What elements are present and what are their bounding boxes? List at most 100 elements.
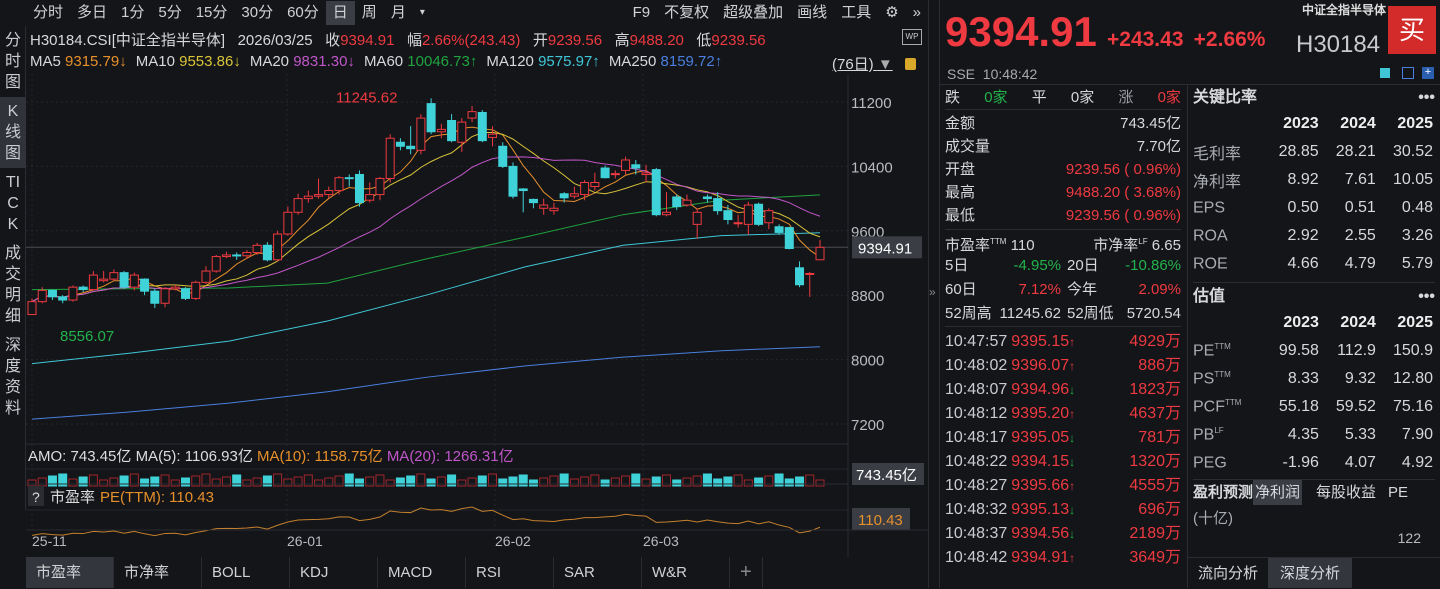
- last-price: 9394.91: [945, 8, 1097, 55]
- help-button[interactable]: [28, 486, 44, 506]
- forecast-tab-pe[interactable]: PE: [1388, 484, 1409, 501]
- candle-up: [682, 199, 692, 206]
- add-icon[interactable]: +: [1422, 67, 1434, 79]
- candle-up: [580, 182, 590, 196]
- ratio-value: 2.92: [1287, 227, 1319, 244]
- candle-up: [590, 182, 600, 188]
- ratio-sup: TTM: [1214, 369, 1231, 379]
- x-tick-label: 26-01: [287, 533, 323, 549]
- candle-up: [273, 233, 283, 261]
- indicator-tab[interactable]: RSI: [466, 557, 554, 588]
- indicator-tab[interactable]: BOLL: [202, 557, 290, 588]
- period-tab[interactable]: 月: [390, 4, 406, 21]
- tick-volume: 4555万: [1129, 477, 1181, 494]
- tick-list[interactable]: 10:47:57 9395.15↑ 4929万 10:48:02 9396.07↑ 886…: [945, 327, 1181, 570]
- volume-bar: [457, 479, 467, 487]
- forecast-header: 盈利预测 净利润 每股收益 PE: [1193, 479, 1435, 505]
- period-tab[interactable]: 日: [325, 1, 355, 25]
- tick-volume: 696万: [1138, 501, 1181, 518]
- indicator-tab[interactable]: 市盈率: [26, 557, 114, 588]
- ratio-label: PS: [1193, 370, 1215, 388]
- period-tab[interactable]: 多日: [77, 4, 108, 21]
- quote-time: 10:48:42: [982, 66, 1038, 82]
- more-icon[interactable]: •••: [1418, 89, 1435, 106]
- nav-intraday[interactable]: 分时图: [5, 32, 22, 91]
- tick-row: 10:47:57 9395.15↑ 4929万: [945, 330, 1181, 354]
- tool-button[interactable]: 超级叠加: [723, 4, 784, 21]
- candle-up: [160, 288, 170, 304]
- low-value: 9239.56: [711, 32, 766, 49]
- days-selector[interactable]: (76日) ▼: [832, 53, 893, 74]
- ratio-value: 8.92: [1287, 171, 1319, 188]
- tool-button[interactable]: 画线: [797, 4, 828, 21]
- tick-time: 10:48:27: [945, 477, 1008, 494]
- expand-icon[interactable]: »: [912, 4, 921, 21]
- tool-button[interactable]: 工具: [841, 4, 872, 21]
- nav-kline[interactable]: K线图: [0, 97, 26, 168]
- period-tab[interactable]: 周: [361, 4, 377, 21]
- volume-bar: [354, 478, 364, 487]
- ratio-value: 28.21: [1335, 143, 1376, 160]
- volume-bar: [723, 476, 733, 487]
- candle-up: [242, 252, 252, 257]
- period-tab[interactable]: 5分: [158, 4, 182, 21]
- ratio-label: ROA: [1193, 227, 1228, 245]
- perf-row: 60日 7.12% 今年 2.09%: [945, 278, 1181, 302]
- amp-label: 幅: [406, 32, 422, 49]
- indicator-tab[interactable]: 市净率: [114, 557, 202, 588]
- nav-trade-details[interactable]: 成交明细: [5, 245, 22, 325]
- indicator-tab[interactable]: KDJ: [290, 557, 378, 588]
- nav-depth-info[interactable]: 深度资料: [5, 337, 22, 417]
- volume-bar: [784, 478, 794, 487]
- volume-bar: [293, 476, 303, 487]
- forecast-tab-eps[interactable]: 每股收益: [1316, 484, 1377, 501]
- settings-icon[interactable]: ⚙: [885, 4, 899, 21]
- candle-down: [600, 167, 610, 179]
- volume-bar: [88, 474, 98, 487]
- help-icon[interactable]: ?: [32, 489, 40, 505]
- candle-down: [784, 227, 794, 250]
- indicator-tab[interactable]: MACD: [378, 557, 466, 588]
- edit-icon[interactable]: [1380, 68, 1390, 78]
- wp-icon[interactable]: WP: [902, 29, 922, 45]
- perf-row: 5日 -4.95% 20日 -10.86%: [945, 254, 1181, 278]
- expand-icon[interactable]: »: [929, 285, 936, 299]
- alert-icon[interactable]: [1402, 67, 1414, 79]
- tool-button[interactable]: 不复权: [664, 4, 710, 21]
- indicator-tab[interactable]: W&R: [642, 557, 730, 588]
- ratio-row: ROA 2.92 2.55 3.26: [1193, 222, 1433, 250]
- lock-icon[interactable]: [905, 58, 916, 70]
- period-dropdown-icon[interactable]: ▾: [419, 7, 425, 18]
- period-tab[interactable]: 分时: [33, 4, 64, 21]
- tab-flow-analysis[interactable]: 流向分析: [1198, 565, 1259, 582]
- period-tab[interactable]: 1分: [121, 4, 145, 21]
- volume-axis-label: 743.45亿: [856, 467, 917, 484]
- nav-tick[interactable]: TICK: [5, 174, 21, 233]
- tick-time: 10:48:37: [945, 525, 1008, 542]
- right-bottom-tabs: 流向分析 深度分析: [1188, 557, 1440, 588]
- buy-button[interactable]: 买: [1388, 6, 1436, 54]
- up-label: 涨: [1118, 89, 1134, 106]
- period-tab[interactable]: 15分: [195, 4, 228, 21]
- candle-down: [559, 193, 569, 199]
- period-tab[interactable]: 60分: [287, 4, 319, 21]
- indicator-tab[interactable]: SAR: [554, 557, 642, 588]
- tick-volume: 781万: [1138, 429, 1181, 446]
- last-price-axis-label: 9394.91: [858, 240, 912, 257]
- ma250-line: [31, 346, 821, 420]
- candle-up: [805, 272, 815, 275]
- indicator-tab[interactable]: +: [730, 557, 763, 588]
- forecast-tab-net-profit[interactable]: 净利润: [1253, 480, 1303, 505]
- panel-divider[interactable]: »: [928, 0, 940, 588]
- candle-down: [518, 188, 528, 192]
- ratio-value: 112.9: [1337, 342, 1376, 359]
- ma-label: MA60: [363, 53, 404, 70]
- period-tab[interactable]: 30分: [241, 4, 274, 21]
- candle-down: [119, 272, 129, 288]
- candle-up: [221, 254, 231, 258]
- tab-depth-analysis[interactable]: 深度分析: [1268, 558, 1353, 588]
- more-icon[interactable]: •••: [1418, 288, 1435, 305]
- tool-button[interactable]: F9: [632, 4, 651, 21]
- tick-time: 10:48:07: [945, 381, 1008, 398]
